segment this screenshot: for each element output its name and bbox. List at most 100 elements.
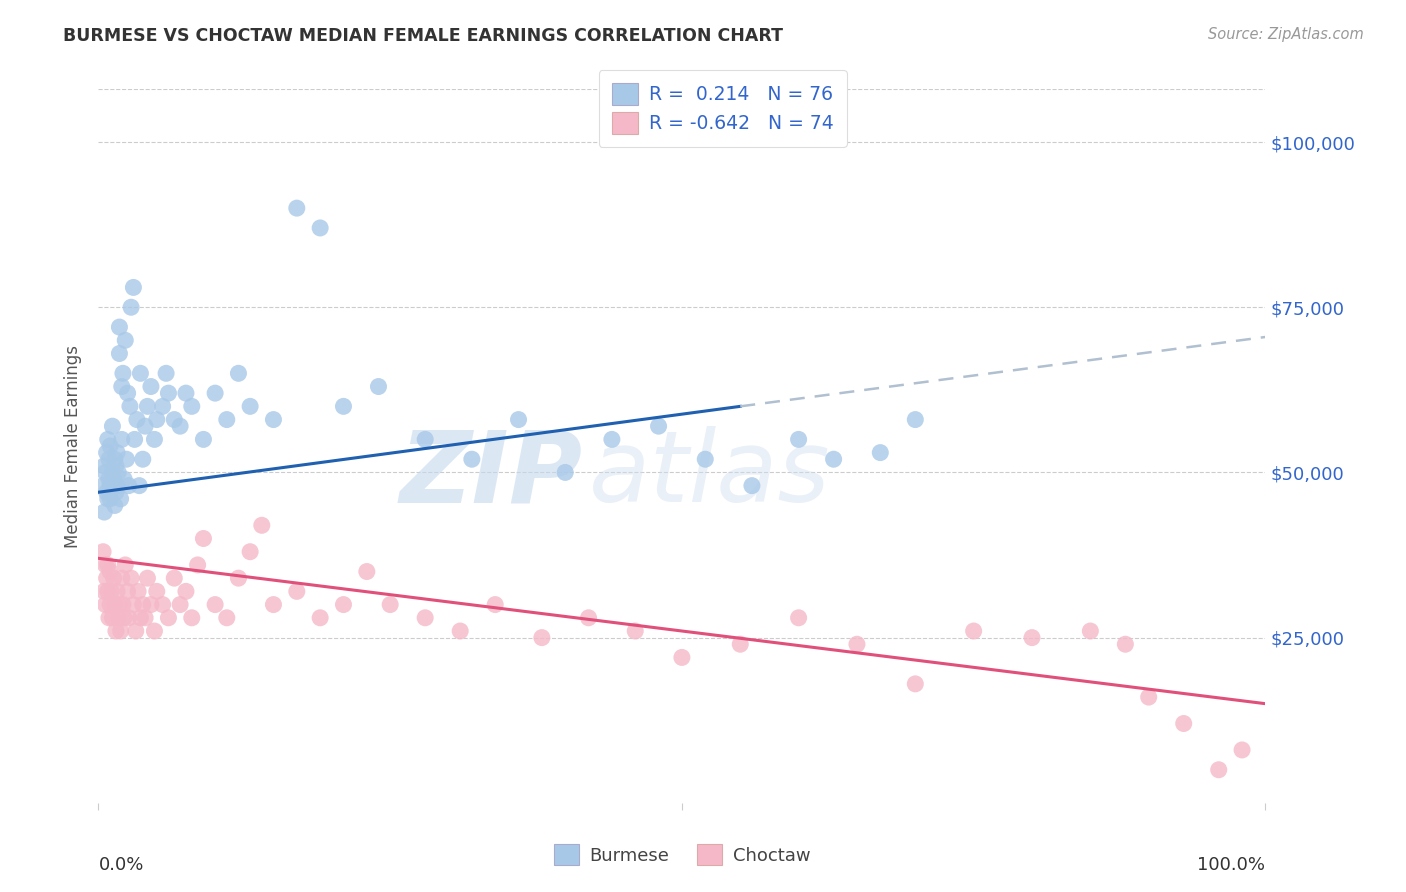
Point (309, 221, 332, 235)
Point (204, 386, 226, 401)
Point (129, 611, 152, 625)
Point (98, 491, 121, 506)
Point (1021, 631, 1043, 645)
Point (741, 478, 763, 492)
Point (97, 611, 120, 625)
Point (1137, 690, 1160, 704)
Point (118, 478, 141, 492)
Text: 0.0%: 0.0% (98, 856, 143, 874)
Point (132, 598, 155, 612)
Point (484, 598, 506, 612)
Point (117, 584, 139, 599)
Point (228, 571, 250, 585)
Point (554, 466, 576, 480)
Point (846, 637, 869, 651)
Point (94, 558, 117, 572)
Point (143, 624, 166, 638)
Point (332, 400, 354, 414)
Point (136, 571, 159, 585)
Point (1208, 763, 1230, 777)
Point (578, 611, 600, 625)
Point (100, 584, 122, 599)
Point (103, 472, 125, 486)
Point (624, 624, 647, 638)
Point (508, 412, 530, 426)
Point (215, 611, 238, 625)
Point (118, 400, 141, 414)
Point (695, 452, 717, 467)
Point (111, 598, 134, 612)
Point (193, 433, 215, 447)
Point (787, 611, 810, 625)
Point (647, 419, 669, 434)
Point (128, 478, 150, 492)
Point (139, 379, 162, 393)
Point (107, 466, 129, 480)
Point (155, 367, 177, 381)
Point (163, 571, 186, 585)
Point (104, 499, 127, 513)
Point (112, 472, 135, 486)
Point (169, 419, 191, 434)
Point (904, 677, 927, 691)
Text: BURMESE VS CHOCTAW MEDIAN FEMALE EARNINGS CORRELATION CHART: BURMESE VS CHOCTAW MEDIAN FEMALE EARNING… (63, 27, 783, 45)
Point (111, 367, 134, 381)
Point (413, 611, 436, 625)
Point (108, 598, 131, 612)
Point (125, 412, 148, 426)
Point (152, 598, 174, 612)
Point (413, 433, 436, 447)
Point (94, 466, 117, 480)
Point (143, 433, 166, 447)
Point (157, 386, 180, 401)
Point (104, 485, 127, 500)
Point (250, 518, 273, 533)
Point (136, 400, 159, 414)
Point (104, 598, 127, 612)
Point (96, 445, 118, 459)
Point (356, 565, 378, 579)
Point (1114, 637, 1136, 651)
Point (94, 598, 117, 612)
Point (262, 598, 284, 612)
Point (823, 452, 845, 467)
Point (730, 637, 752, 651)
Point (104, 458, 127, 473)
Point (120, 571, 142, 585)
Point (163, 412, 186, 426)
Point (97, 558, 120, 572)
Point (91, 545, 114, 559)
Point (98, 439, 121, 453)
Legend: Burmese, Choctaw: Burmese, Choctaw (547, 837, 817, 872)
Point (122, 598, 145, 612)
Point (152, 400, 174, 414)
Point (112, 611, 135, 625)
Point (215, 412, 238, 426)
Point (111, 379, 134, 393)
Point (96, 485, 118, 500)
Point (193, 532, 215, 546)
Point (187, 558, 209, 572)
Point (101, 466, 124, 480)
Point (962, 624, 984, 638)
Point (101, 611, 124, 625)
Point (93, 584, 115, 599)
Text: 100.0%: 100.0% (1198, 856, 1265, 874)
Point (98, 478, 121, 492)
Point (309, 611, 332, 625)
Point (174, 386, 197, 401)
Point (105, 584, 128, 599)
Point (787, 433, 810, 447)
Point (132, 452, 155, 467)
Point (120, 300, 142, 314)
Point (869, 445, 891, 459)
Point (1173, 716, 1195, 731)
Point (114, 558, 136, 572)
Point (117, 386, 139, 401)
Point (129, 367, 152, 381)
Point (204, 598, 226, 612)
Point (97, 452, 120, 467)
Point (111, 571, 134, 585)
Point (262, 412, 284, 426)
Point (239, 400, 262, 414)
